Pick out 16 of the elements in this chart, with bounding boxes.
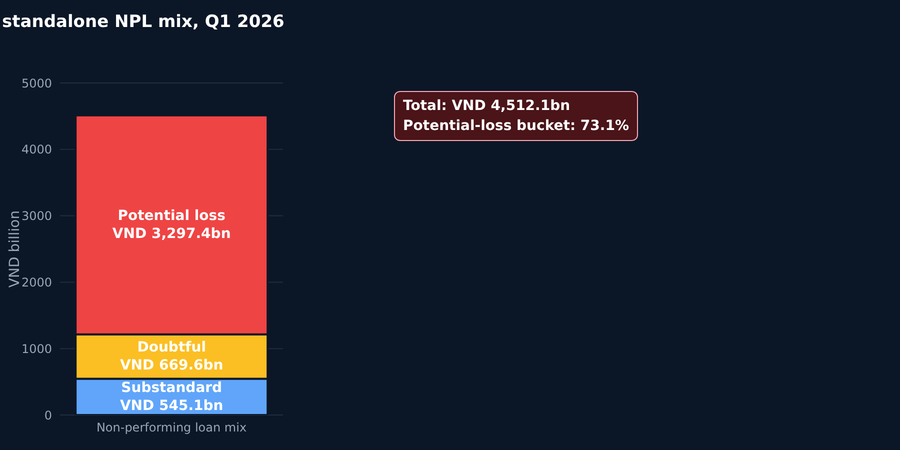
y-axis-title: VND billion	[6, 210, 23, 288]
data-label: VND 545.1bn	[120, 398, 224, 414]
data-label: VND 669.6bn	[120, 358, 224, 374]
y-tick-label: 0	[44, 408, 52, 422]
y-tick-label: 3000	[21, 209, 52, 224]
chart-title: standalone NPL mix, Q1 2026	[2, 12, 284, 32]
x-tick-label: Non-performing loan mix	[96, 420, 247, 435]
y-tick-label: 2000	[21, 275, 52, 290]
y-tick-label: 1000	[21, 342, 52, 356]
series-label: Doubtful	[137, 340, 206, 356]
annotation-box: Total: VND 4,512.1bn Potential-loss bucket: 73.1%	[394, 91, 638, 141]
series-label: Potential loss	[118, 208, 226, 224]
series-label: Substandard	[121, 380, 222, 396]
y-tick-label: 5000	[21, 76, 52, 90]
y-tick-label: 4000	[21, 142, 52, 157]
data-label: VND 3,297.4bn	[112, 226, 231, 242]
